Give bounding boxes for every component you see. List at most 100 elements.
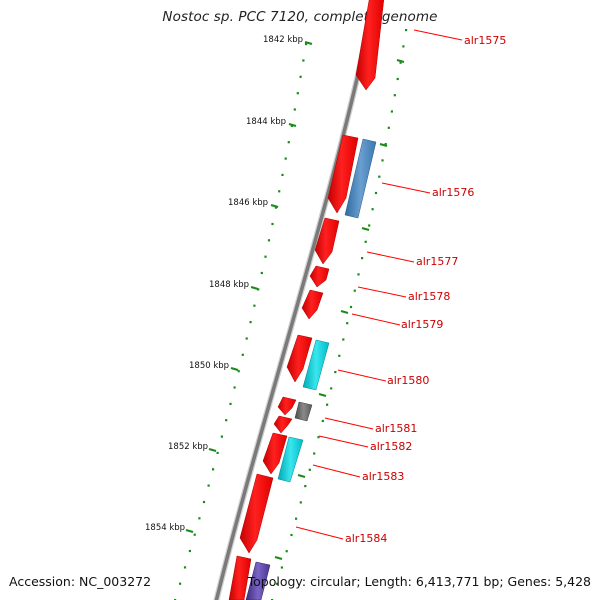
tick-dot	[390, 110, 393, 113]
genome-summary-text: Topology: circular; Length: 6,413,771 bp…	[247, 574, 591, 589]
gene-label-alr1578[interactable]: alr1578	[408, 290, 450, 303]
tick-dot	[346, 322, 349, 325]
tick-dot	[284, 157, 287, 160]
tick-dot	[257, 288, 260, 291]
leader-line	[366, 251, 415, 263]
kbp-tick	[185, 528, 194, 534]
tick-dot	[304, 485, 307, 488]
tick-dot	[393, 94, 396, 97]
tick-dot	[357, 273, 360, 276]
gene-labels: alr1575 alr1576 alr1577 alr1578 alr1579 …	[345, 34, 506, 545]
accession-text: Accession: NC_003272	[9, 574, 152, 589]
cog-bar-alr1583	[277, 436, 304, 483]
inner-kbp-tick	[297, 473, 306, 479]
tick-dot	[271, 222, 274, 226]
inner-kbp-tick	[396, 58, 405, 64]
tick-dot	[326, 403, 329, 406]
gene-label-alr1581[interactable]: alr1581	[375, 422, 417, 435]
gene-label-alr1579[interactable]: alr1579	[401, 318, 443, 331]
leader-line	[381, 182, 431, 194]
tick-dot	[295, 517, 298, 520]
tick-dot	[399, 61, 402, 64]
gene-label-alr1580[interactable]: alr1580	[387, 374, 429, 387]
tick-dot	[183, 566, 187, 569]
tick-dot	[308, 468, 311, 471]
tick-dot	[225, 419, 228, 422]
tick-dot	[378, 175, 381, 178]
tick-dot	[233, 386, 236, 389]
kbp-label: 1842 kbp	[263, 35, 303, 45]
tick-dot	[342, 338, 345, 341]
tick-dot	[229, 402, 232, 405]
tick-dot	[349, 305, 353, 309]
gene-alr1583[interactable]	[262, 432, 288, 475]
gene-alr1580[interactable]	[286, 334, 313, 383]
kbp-tick	[250, 285, 259, 291]
tick-dot	[330, 387, 333, 390]
kbp-tick	[288, 122, 297, 128]
cog-bar-alr1576	[344, 138, 377, 219]
sequence-backbone	[213, 0, 378, 600]
gene-label-alr1576[interactable]: alr1576	[432, 186, 474, 199]
tick-dot	[260, 271, 263, 275]
gene-label-alr1584[interactable]: alr1584	[345, 532, 387, 545]
kbp-label: 1854 kbp	[145, 523, 185, 533]
tick-dot	[264, 255, 267, 258]
kbp-label: 1846 kbp	[228, 198, 268, 208]
tick-dot	[293, 108, 296, 111]
leader-line	[351, 313, 401, 326]
tick-dot	[299, 501, 302, 504]
gene-alr1576[interactable]	[327, 134, 359, 214]
gene-next[interactable]	[228, 555, 252, 600]
tick-dot	[241, 353, 244, 356]
kbp-scale: 1842 kbp 1844 kbp 1846 kbp 1848 kbp 1850…	[145, 35, 313, 534]
tick-dot	[220, 435, 223, 438]
gene-alr1582[interactable]	[273, 415, 293, 434]
tick-dot	[334, 371, 337, 374]
leader-line	[357, 286, 407, 298]
tick-dot	[278, 190, 281, 193]
gene-alr1584[interactable]	[239, 473, 274, 554]
tick-dot	[384, 143, 387, 146]
kbp-tick	[230, 366, 239, 372]
tick-dot	[287, 141, 290, 144]
gene-alr1581[interactable]	[277, 396, 297, 416]
tick-dot	[179, 582, 182, 585]
inner-kbp-tick	[340, 309, 349, 315]
gene-alr1575[interactable]	[355, 0, 385, 91]
gene-label-alr1583[interactable]: alr1583	[362, 470, 404, 483]
tick-dot	[253, 304, 256, 307]
tick-dot	[338, 354, 341, 357]
gene-label-alr1577[interactable]: alr1577	[416, 255, 458, 268]
tick-dot	[313, 452, 316, 455]
tick-dot	[245, 337, 248, 340]
tick-dot	[249, 321, 252, 324]
tick-dot	[381, 159, 384, 162]
inner-kbp-tick	[361, 226, 370, 232]
tick-dot	[302, 59, 305, 62]
cog-category-bars	[245, 138, 377, 600]
tick-dot	[405, 29, 408, 32]
tick-dot	[237, 370, 240, 373]
gene-label-alr1582[interactable]: alr1582	[370, 440, 412, 453]
gene-alr1577[interactable]	[314, 217, 340, 265]
leader-line	[337, 369, 387, 382]
gene-alr1578[interactable]	[309, 265, 330, 288]
cog-bar-alr1581	[294, 401, 313, 422]
tick-dot	[371, 208, 374, 211]
tick-dot	[202, 500, 206, 504]
gene-label-alr1575[interactable]: alr1575	[464, 34, 506, 47]
tick-dot	[299, 75, 302, 78]
tick-dot	[216, 451, 219, 454]
tick-dot	[361, 257, 364, 260]
tick-dot	[193, 533, 196, 536]
inner-tick-ring	[271, 29, 408, 600]
tick-dot	[274, 206, 277, 209]
forward-strand-genes	[228, 0, 385, 600]
tick-dot	[321, 419, 324, 423]
gene-alr1579[interactable]	[301, 289, 324, 320]
tick-dot	[317, 436, 320, 439]
leader-line	[413, 29, 463, 41]
leader-line	[324, 417, 374, 430]
inner-kbp-tick	[379, 142, 388, 148]
